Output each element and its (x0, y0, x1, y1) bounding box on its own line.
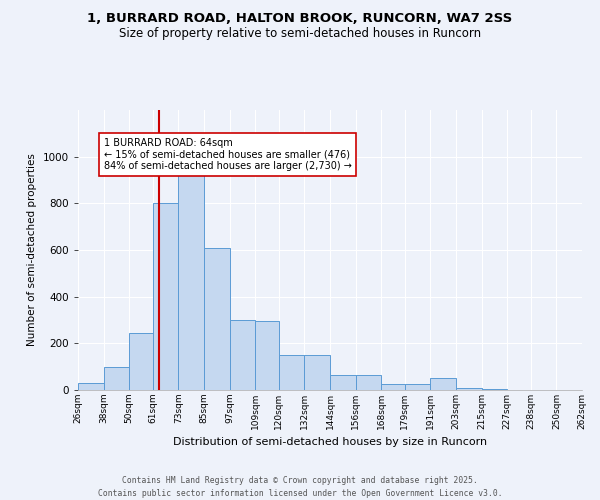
X-axis label: Distribution of semi-detached houses by size in Runcorn: Distribution of semi-detached houses by … (173, 438, 487, 448)
Text: Size of property relative to semi-detached houses in Runcorn: Size of property relative to semi-detach… (119, 28, 481, 40)
Bar (405, 384, 430, 390)
Bar (381, 384, 405, 390)
Bar (153, 204, 178, 390)
Text: Contains HM Land Registry data © Crown copyright and database right 2025.
Contai: Contains HM Land Registry data © Crown c… (98, 476, 502, 498)
Bar (78, 383, 104, 390)
Text: 1, BURRARD ROAD, HALTON BROOK, RUNCORN, WA7 2SS: 1, BURRARD ROAD, HALTON BROOK, RUNCORN, … (88, 12, 512, 26)
Bar (204, 248, 230, 390)
Bar (330, 375, 356, 390)
Bar (104, 366, 129, 390)
Bar (356, 375, 381, 390)
Y-axis label: Number of semi-detached properties: Number of semi-detached properties (27, 154, 37, 346)
Bar (304, 355, 330, 390)
Bar (230, 320, 255, 390)
Bar (178, 173, 204, 390)
Bar (255, 321, 279, 390)
Text: 1 BURRARD ROAD: 64sqm
← 15% of semi-detached houses are smaller (476)
84% of sem: 1 BURRARD ROAD: 64sqm ← 15% of semi-deta… (104, 138, 352, 171)
Bar (279, 355, 304, 390)
Bar (456, 388, 482, 390)
Bar (129, 333, 153, 390)
Bar (430, 378, 456, 390)
